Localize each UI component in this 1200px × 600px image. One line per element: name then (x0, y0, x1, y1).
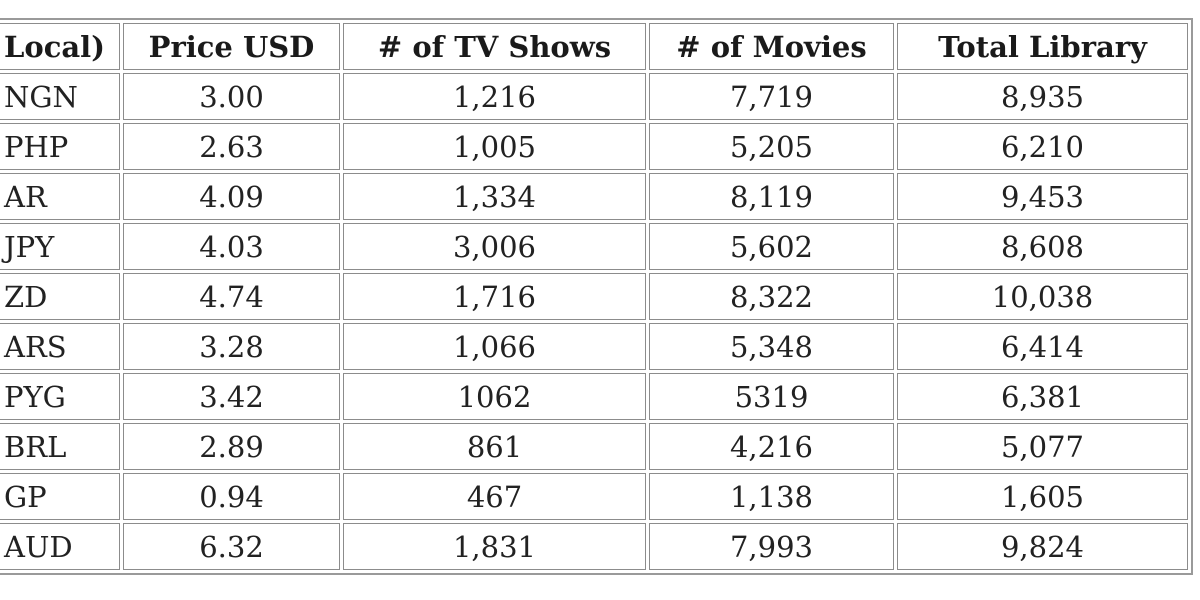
value-cell: 1,138 (649, 473, 894, 520)
value-cell: 4.03 (123, 223, 340, 270)
value-cell: 8,935 (897, 73, 1188, 120)
value-cell: 5319 (649, 373, 894, 420)
value-cell: 4,216 (649, 423, 894, 470)
table-row: NGN 3.00 1,216 7,719 8,935 (0, 73, 1188, 120)
value-cell: 6.32 (123, 523, 340, 570)
currency-cell: PYG (0, 373, 120, 420)
value-cell: 10,038 (897, 273, 1188, 320)
currency-cell: ARS (0, 323, 120, 370)
value-cell: 2.63 (123, 123, 340, 170)
value-cell: 2.89 (123, 423, 340, 470)
value-cell: 1,605 (897, 473, 1188, 520)
table-row: PYG 3.42 1062 5319 6,381 (0, 373, 1188, 420)
value-cell: 7,719 (649, 73, 894, 120)
value-cell: 6,210 (897, 123, 1188, 170)
value-cell: 3,006 (343, 223, 646, 270)
value-cell: 1,005 (343, 123, 646, 170)
value-cell: 1,216 (343, 73, 646, 120)
value-cell: 861 (343, 423, 646, 470)
table-row: AUD 6.32 1,831 7,993 9,824 (0, 523, 1188, 570)
value-cell: 4.09 (123, 173, 340, 220)
value-cell: 0.94 (123, 473, 340, 520)
value-cell: 1,716 (343, 273, 646, 320)
currency-cell: JPY (0, 223, 120, 270)
data-table: Local) Price USD # of TV Shows # of Movies T… (0, 18, 1193, 575)
value-cell: 1,066 (343, 323, 646, 370)
value-cell: 6,381 (897, 373, 1188, 420)
value-cell: 5,077 (897, 423, 1188, 470)
value-cell: 9,453 (897, 173, 1188, 220)
value-cell: 5,348 (649, 323, 894, 370)
value-cell: 9,824 (897, 523, 1188, 570)
table-row: ZD 4.74 1,716 8,322 10,038 (0, 273, 1188, 320)
value-cell: 5,602 (649, 223, 894, 270)
value-cell: 1,831 (343, 523, 646, 570)
table-row: AR 4.09 1,334 8,119 9,453 (0, 173, 1188, 220)
value-cell: 8,608 (897, 223, 1188, 270)
value-cell: 7,993 (649, 523, 894, 570)
currency-cell: BRL (0, 423, 120, 470)
value-cell: 4.74 (123, 273, 340, 320)
value-cell: 6,414 (897, 323, 1188, 370)
currency-cell: AR (0, 173, 120, 220)
header-cell: Total Library (897, 23, 1188, 70)
table-row: BRL 2.89 861 4,216 5,077 (0, 423, 1188, 470)
value-cell: 8,119 (649, 173, 894, 220)
value-cell: 5,205 (649, 123, 894, 170)
table-row: GP 0.94 467 1,138 1,605 (0, 473, 1188, 520)
table-row: ARS 3.28 1,066 5,348 6,414 (0, 323, 1188, 370)
table-row: PHP 2.63 1,005 5,205 6,210 (0, 123, 1188, 170)
value-cell: 1,334 (343, 173, 646, 220)
table-row: JPY 4.03 3,006 5,602 8,608 (0, 223, 1188, 270)
table-wrapper: Local) Price USD # of TV Shows # of Movies T… (0, 18, 1193, 575)
value-cell: 3.42 (123, 373, 340, 420)
currency-cell: NGN (0, 73, 120, 120)
header-cell: # of TV Shows (343, 23, 646, 70)
table-body: NGN 3.00 1,216 7,719 8,935 PHP 2.63 1,005 5,205 6… (0, 73, 1188, 570)
value-cell: 467 (343, 473, 646, 520)
value-cell: 1062 (343, 373, 646, 420)
currency-cell: PHP (0, 123, 120, 170)
value-cell: 8,322 (649, 273, 894, 320)
header-cell: # of Movies (649, 23, 894, 70)
value-cell: 3.28 (123, 323, 340, 370)
value-cell: 3.00 (123, 73, 340, 120)
header-cell: Local) (0, 23, 120, 70)
header-cell: Price USD (123, 23, 340, 70)
currency-cell: AUD (0, 523, 120, 570)
currency-cell: ZD (0, 273, 120, 320)
header-row: Local) Price USD # of TV Shows # of Movies T… (0, 23, 1188, 70)
currency-cell: GP (0, 473, 120, 520)
